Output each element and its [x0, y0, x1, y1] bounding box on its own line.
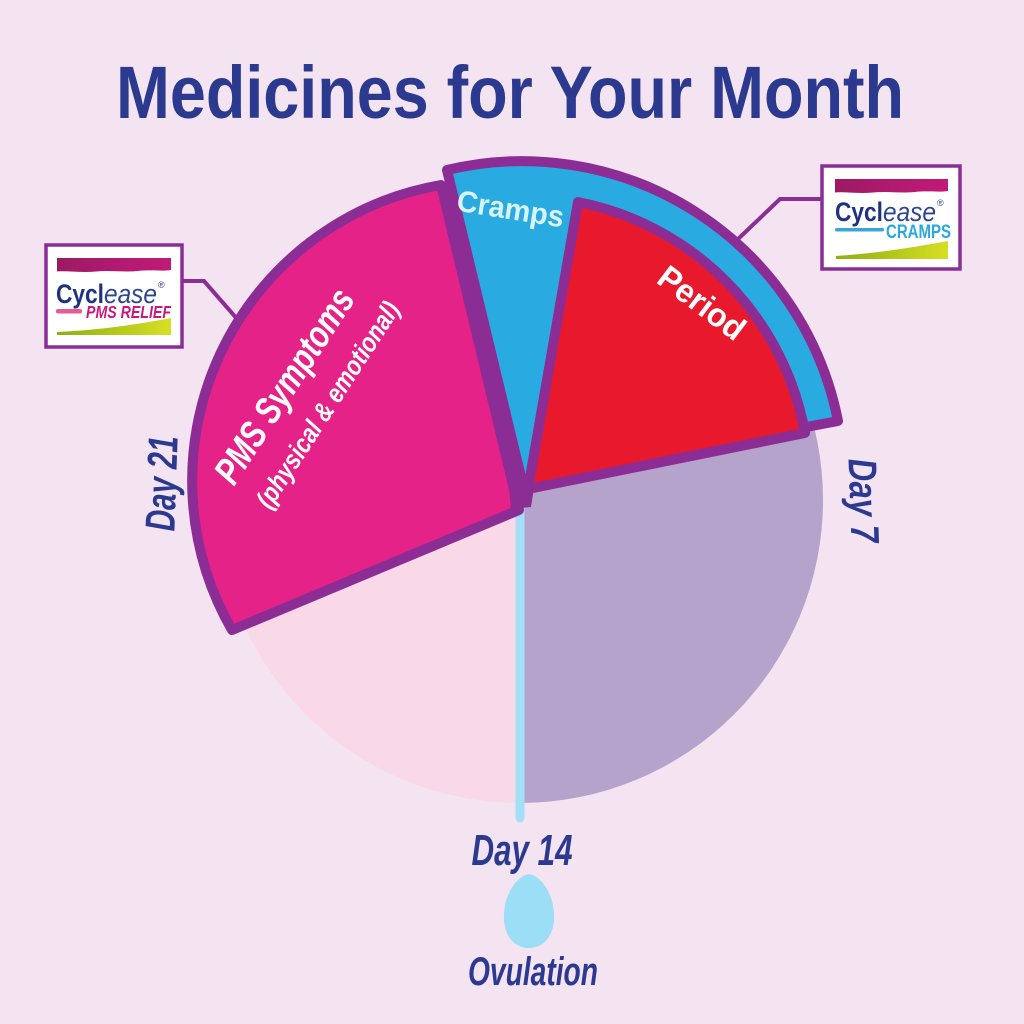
svg-text:Medicines for Your Month: Medicines for Your Month — [116, 51, 904, 134]
svg-text:Cycl: Cycl — [56, 279, 104, 309]
svg-text:®: ® — [937, 198, 944, 208]
svg-text:ease: ease — [883, 197, 936, 227]
svg-text:Day 21: Day 21 — [136, 435, 186, 532]
svg-text:CRAMPS: CRAMPS — [886, 222, 951, 243]
svg-text:Day 14: Day 14 — [472, 826, 573, 875]
svg-text:PMS RELIEF: PMS RELIEF — [86, 302, 172, 322]
svg-text:Day 7: Day 7 — [840, 458, 887, 545]
svg-text:Cycl: Cycl — [835, 197, 883, 227]
svg-text:Ovulation: Ovulation — [468, 950, 598, 994]
svg-text:ease: ease — [104, 279, 157, 309]
svg-text:®: ® — [158, 280, 165, 290]
